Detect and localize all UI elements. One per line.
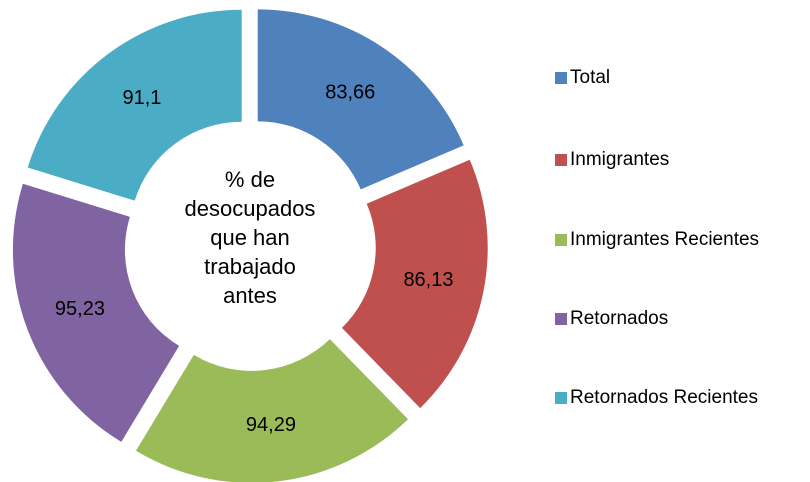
- data-label: 95,23: [55, 298, 105, 320]
- data-label: 86,13: [403, 269, 453, 291]
- legend-label: Inmigrantes: [570, 149, 669, 170]
- center-title: % de desocupados que han trabajado antes: [184, 167, 316, 308]
- legend-label: Total: [570, 67, 610, 88]
- doughnut-segment: [257, 9, 464, 190]
- legend-label: Inmigrantes Recientes: [570, 229, 759, 250]
- legend-label: Retornados: [570, 308, 668, 329]
- data-label: 91,1: [123, 87, 162, 109]
- doughnut-segment: [341, 159, 488, 409]
- legend-swatch: [555, 313, 567, 325]
- data-label: 94,29: [246, 414, 296, 436]
- legend-swatch: [555, 234, 567, 246]
- legend-swatch: [555, 392, 567, 404]
- doughnut-segment: [12, 183, 180, 442]
- data-label: 83,66: [325, 81, 375, 103]
- doughnut-segment: [27, 9, 242, 201]
- legend-swatch: [555, 154, 567, 166]
- doughnut-segment: [136, 339, 409, 482]
- legend-label: Retornados Recientes: [570, 387, 758, 408]
- legend-swatch: [555, 72, 567, 84]
